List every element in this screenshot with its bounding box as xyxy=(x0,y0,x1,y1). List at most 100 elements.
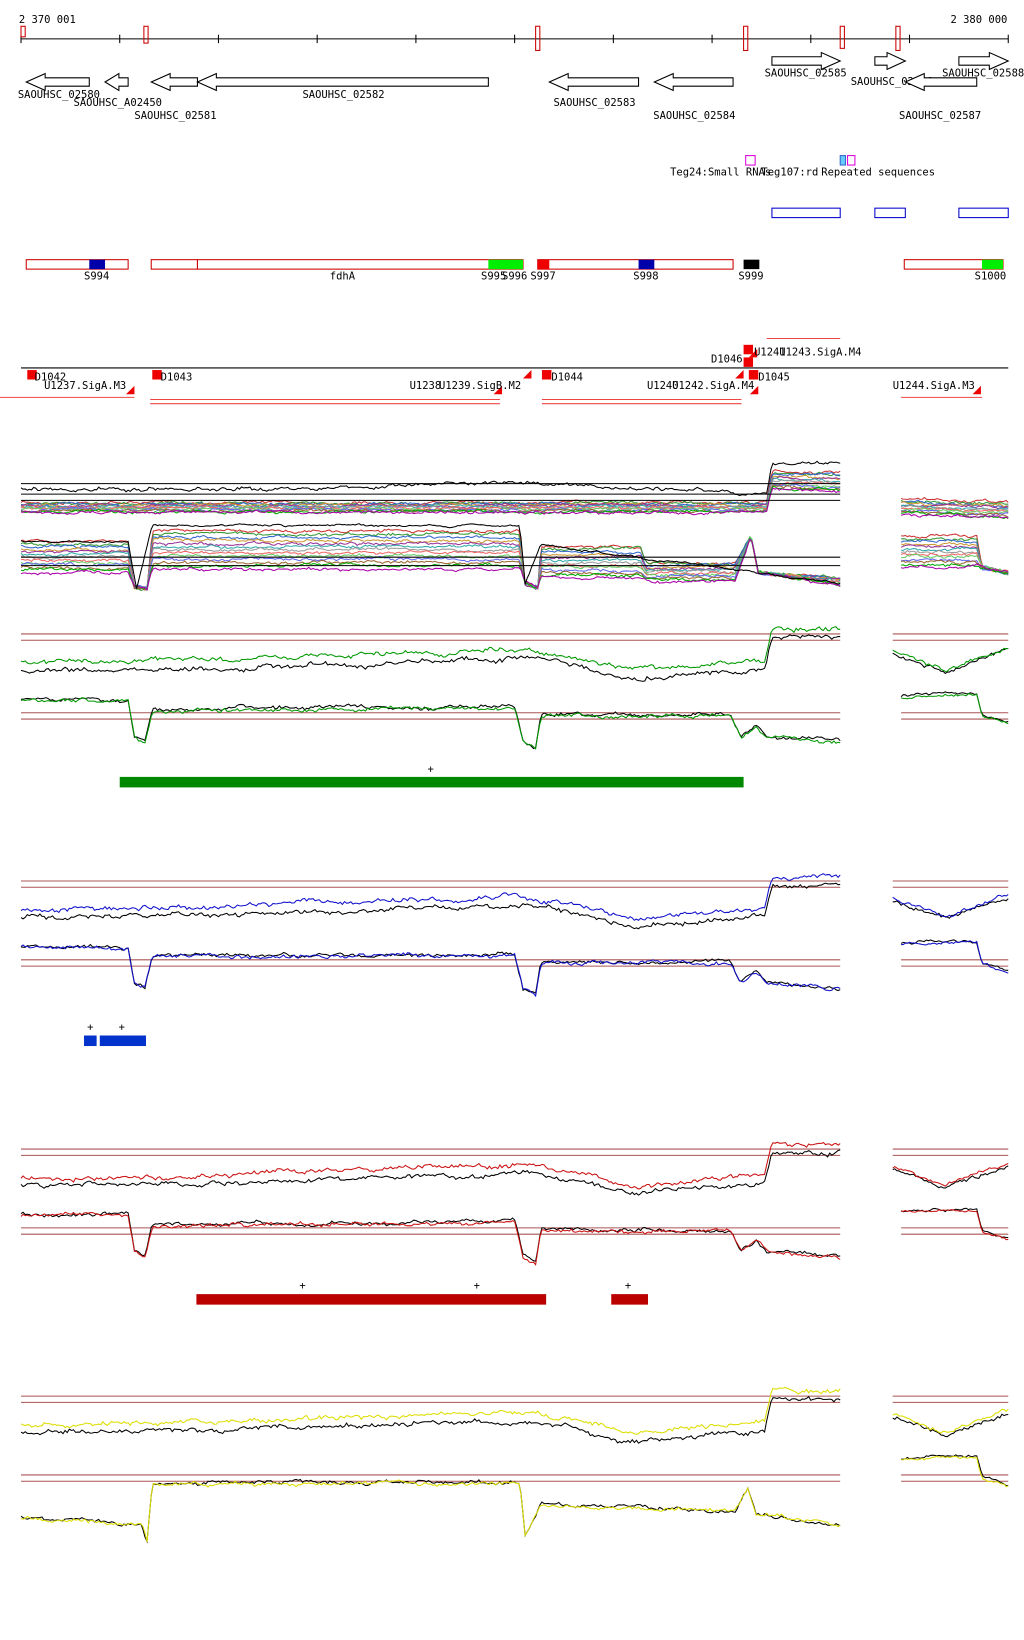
plus-marker: + xyxy=(119,1021,125,1033)
expression-trace xyxy=(20,943,841,994)
gene-label: SAOUHSC_02584 xyxy=(653,110,735,122)
expression-trace xyxy=(20,538,841,589)
expression-trace xyxy=(20,487,841,516)
expression-trace xyxy=(20,479,841,511)
segment-box xyxy=(196,259,524,270)
plus-marker: + xyxy=(427,764,433,776)
ruler-feature xyxy=(743,25,749,51)
segment-label: S999 xyxy=(738,271,763,283)
transcript-end xyxy=(126,385,135,395)
expression-trace xyxy=(20,484,841,514)
segment-label: S998 xyxy=(633,271,658,283)
expression-trace xyxy=(20,1211,841,1262)
segment-box xyxy=(25,259,129,270)
expression-trace xyxy=(900,504,1009,512)
gene-arrow xyxy=(149,72,198,92)
transcript-start xyxy=(541,370,552,380)
gene-label: SAOUHSC_02583 xyxy=(553,97,635,109)
segment-fill xyxy=(638,259,655,270)
expression-trace xyxy=(900,691,1009,723)
expression-trace xyxy=(892,1165,1009,1189)
expression-trace xyxy=(901,1209,1009,1241)
transcript-start xyxy=(152,370,162,380)
transcript-label: U1238 xyxy=(410,380,442,392)
repeat-region xyxy=(771,207,841,219)
expression-trace xyxy=(20,882,841,930)
ruler-feature xyxy=(839,25,845,49)
expression-trace xyxy=(20,537,841,590)
gene-arrow xyxy=(904,72,978,92)
transcript-label: D1043 xyxy=(161,372,193,384)
transcript-label: U1237.SigA.M3 xyxy=(44,380,126,392)
expression-trace xyxy=(892,1408,1009,1434)
expression-trace xyxy=(20,1395,841,1444)
gene-label: SAOUHSC_02582 xyxy=(302,89,384,101)
gene-arrow xyxy=(771,51,842,71)
segment-fill xyxy=(488,259,524,270)
expression-trace xyxy=(20,460,841,497)
expression-trace xyxy=(900,939,1009,971)
repeat-box xyxy=(847,155,856,166)
transcript-end xyxy=(523,370,532,379)
expression-trace xyxy=(901,558,1009,575)
ruler-feature xyxy=(895,25,901,51)
expression-trace xyxy=(900,1207,1009,1239)
segment-fill xyxy=(981,259,1003,270)
transcript-start xyxy=(743,344,754,355)
expression-trace xyxy=(901,1455,1009,1488)
transcript-start xyxy=(743,357,754,367)
segment-box xyxy=(150,259,198,270)
transcript-label: U1242.SigA.M4 xyxy=(672,380,754,392)
transcript-end xyxy=(972,385,981,395)
expression-trace xyxy=(20,474,841,509)
expression-trace xyxy=(20,1387,841,1435)
transcript-label: D1045 xyxy=(758,372,790,384)
gene-label: SAOUHSC_02580 xyxy=(18,89,100,101)
significance-bar xyxy=(611,1294,649,1305)
ruler-end: 2 380 000 xyxy=(950,14,1007,26)
segment-fill xyxy=(537,259,550,270)
transcript-label: U1239.SigB.M2 xyxy=(439,380,521,392)
expression-trace xyxy=(892,647,1009,672)
gene-label: SAOUHSC_02588 xyxy=(942,68,1024,80)
transcript-label: U1244.SigA.M3 xyxy=(893,380,975,392)
significance-bar xyxy=(99,1035,146,1047)
transcript-label: D1042 xyxy=(35,372,67,384)
expression-trace xyxy=(20,536,841,590)
expression-trace xyxy=(892,898,1009,919)
significance-bar xyxy=(119,776,744,788)
gene-arrow xyxy=(653,72,734,92)
expression-trace xyxy=(20,1479,841,1543)
transcript-label: U1243.SigA.M4 xyxy=(779,346,861,358)
gene-arrow xyxy=(24,72,90,92)
segment-label: fdhA xyxy=(330,271,356,283)
plus-marker: + xyxy=(87,1021,93,1033)
significance-bar xyxy=(84,1035,97,1047)
ruler-feature xyxy=(20,25,26,38)
transcript-label: U1240 xyxy=(647,380,679,392)
feature-label: Teg24:Small RNAs xyxy=(670,167,771,179)
segment-fill xyxy=(743,259,760,270)
expression-trace xyxy=(20,634,841,682)
ruler-feature xyxy=(143,25,149,44)
expression-trace xyxy=(892,1413,1009,1438)
expression-trace xyxy=(20,697,841,750)
feature-label: Repeated sequences xyxy=(821,167,935,179)
ruler-start: 2 370 001 xyxy=(19,14,76,26)
segment-label: S1000 xyxy=(975,271,1007,283)
expression-trace xyxy=(901,940,1009,974)
segment-label: S994 xyxy=(84,271,109,283)
repeat-box xyxy=(839,155,846,166)
segment-label: S996 xyxy=(502,271,527,283)
repeat-region xyxy=(874,207,906,219)
segment-box xyxy=(537,259,734,270)
gene-arrow xyxy=(958,51,1010,71)
repeat-region xyxy=(958,207,1009,219)
expression-trace xyxy=(892,894,1009,918)
gene-label: SAOUHSC_02587 xyxy=(899,110,981,122)
expression-trace xyxy=(900,563,1009,573)
expression-trace xyxy=(20,1149,841,1196)
significance-bar xyxy=(196,1294,547,1305)
feature-label: Teg107:rd xyxy=(761,167,818,179)
transcript-end xyxy=(749,385,759,395)
